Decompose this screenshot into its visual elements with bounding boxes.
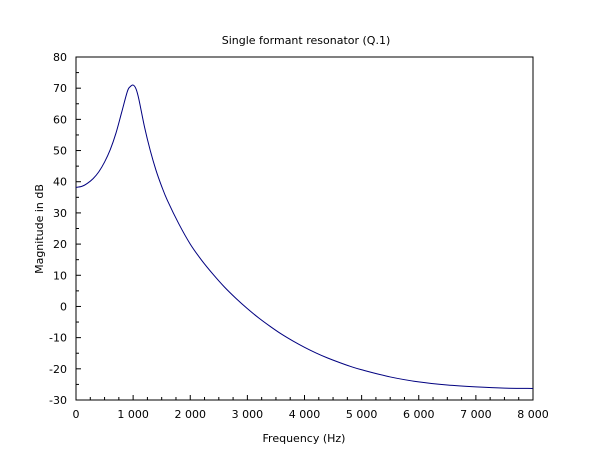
y-axis: -30 -20 -10 0 10 20 30 40 50 60 70 80 (49, 51, 81, 407)
x-axis-title: Frequency (Hz) (263, 432, 346, 445)
y-tick-label: -30 (49, 394, 67, 407)
plot-frame (75, 56, 534, 401)
y-tick-label: -10 (49, 332, 67, 345)
x-tick-label: 2 000 (175, 408, 207, 421)
y-tick-label: 10 (53, 269, 67, 282)
x-axis: 0 1 000 2 000 3 000 4 000 5 000 6 000 7 000 8 00… (73, 395, 549, 421)
x-tick-label: 7 000 (460, 408, 492, 421)
y-tick-label: 80 (53, 51, 67, 64)
y-tick-label: 20 (53, 238, 67, 251)
x-tick-label: 1 000 (117, 408, 149, 421)
y-tick-label: 40 (53, 176, 67, 189)
y-tick-label: 70 (53, 82, 67, 95)
series-line (75, 84, 534, 389)
x-tick-label: 3 000 (232, 408, 264, 421)
y-tick-label: 60 (53, 113, 67, 126)
x-tick-label: 8 000 (517, 408, 549, 421)
y-tick-label: -20 (49, 363, 67, 376)
x-tick-label: 4 000 (289, 408, 321, 421)
y-tick-label: 50 (53, 145, 67, 158)
x-tick-label: 6 000 (403, 408, 435, 421)
y-axis-title: Magnitude in dB (33, 184, 46, 274)
x-tick-label: 5 000 (346, 408, 378, 421)
x-tick-label: 0 (73, 408, 80, 421)
y-tick-label: 0 (60, 300, 67, 313)
chart-title: Single formant resonator (Q.1) (222, 34, 391, 47)
y-tick-label: 30 (53, 207, 67, 220)
